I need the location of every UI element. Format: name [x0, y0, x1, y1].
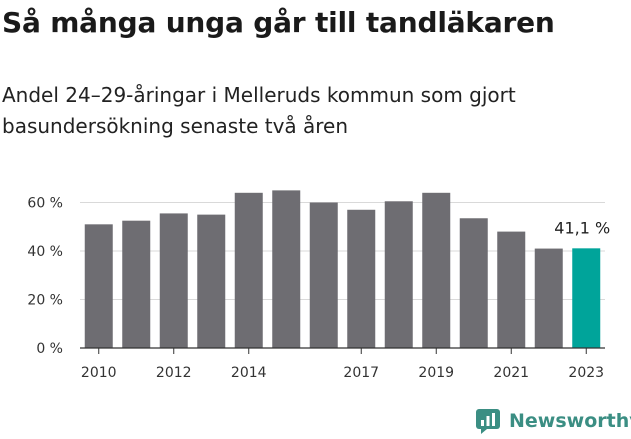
y-tick-label: 60 % [27, 196, 63, 212]
bar-2016 [309, 202, 338, 348]
x-tick-label: 2021 [493, 365, 529, 381]
gridlines [80, 202, 605, 300]
bar-2013 [197, 214, 226, 348]
chart-title: Så många unga går till tandläkaren [2, 6, 555, 39]
bar-2019 [422, 192, 451, 348]
bar-2017 [347, 209, 376, 348]
highlight-value-label: 41,1 % [554, 218, 610, 237]
newsworthy-logo-icon [476, 409, 500, 434]
bar-2023 [572, 248, 601, 348]
x-tick-label: 2014 [231, 365, 267, 381]
bar-2012 [159, 213, 188, 348]
x-tick-label: 2012 [156, 365, 192, 381]
bar-2021 [497, 231, 526, 348]
brand-name: Newsworthy [509, 410, 631, 432]
x-tick-label: 2019 [418, 365, 454, 381]
bar-2011 [122, 220, 151, 348]
bar-2022 [534, 248, 563, 348]
y-tick-label: 20 % [27, 293, 63, 309]
bar-2010 [84, 224, 113, 348]
x-axis-labels: 2010 2012 2014 2017 2019 2021 2023 [81, 348, 604, 381]
bars [84, 190, 601, 348]
bar-2014 [234, 192, 263, 348]
y-tick-label: 0 % [36, 341, 63, 357]
x-tick-label: 2010 [81, 365, 117, 381]
x-tick-label: 2023 [568, 365, 604, 381]
x-tick-label: 2017 [343, 365, 379, 381]
newsworthy-logo: Newsworthy [475, 408, 631, 434]
y-tick-label: 40 % [27, 244, 63, 260]
bar-2020 [459, 218, 488, 348]
bar-2018 [384, 201, 413, 348]
bar-2015 [272, 190, 301, 348]
y-axis-labels: 0 % 20 % 40 % 60 % [27, 196, 63, 358]
chart-subtitle: Andel 24–29-åringar i Melleruds kommun s… [2, 83, 516, 138]
